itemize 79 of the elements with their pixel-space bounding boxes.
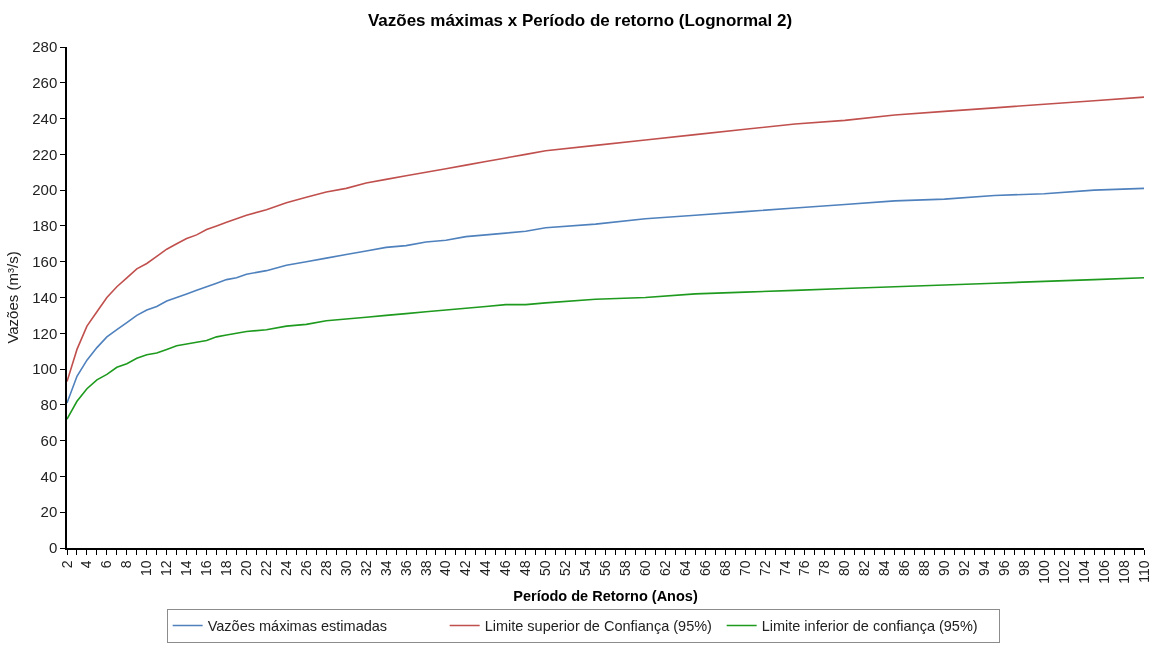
x-tick-label: 38 [417,560,434,576]
x-tick-label: 18 [218,560,235,576]
y-tick-label: 60 [40,431,58,449]
y-tick-label: 80 [40,396,58,414]
x-tick-label: 80 [836,560,853,576]
y-tick-label: 260 [32,74,58,92]
y-tick-label: 0 [48,539,58,557]
x-tick-label: 30 [337,560,354,576]
y-tick-label: 220 [32,145,58,163]
x-tick-label: 6 [98,560,115,569]
x-tick-label: 10 [138,560,155,576]
x-tick-label: 60 [636,560,653,576]
x-tick-label: 12 [158,560,175,576]
x-tick-label: 52 [557,560,574,576]
x-tick-label: 20 [238,560,255,576]
line-series [67,277,1144,420]
x-tick-label: 36 [397,560,414,576]
y-tick-label: 100 [32,360,58,378]
x-tick-label: 90 [936,560,953,576]
x-tick-label: 84 [876,560,893,576]
x-tick-label: 62 [656,560,673,576]
x-tick-label: 42 [457,560,474,576]
line-series [67,96,1144,383]
x-tick-label: 26 [297,560,314,576]
x-tick-label: 8 [118,560,135,569]
x-tick-label: 22 [257,560,274,576]
x-tick-label: 76 [796,560,813,576]
x-tick-label: 48 [517,560,534,576]
x-tick-label: 72 [756,560,773,576]
y-tick-label: 120 [32,324,58,342]
x-tick-label: 54 [577,560,594,576]
x-tick-label: 32 [357,560,374,576]
x-tick-label: 58 [616,560,633,576]
x-tick-label: 102 [1055,560,1072,584]
x-tick-label: 110 [1135,560,1152,583]
x-tick-label: 70 [736,560,753,576]
x-tick-label: 104 [1075,560,1092,584]
x-tick-label: 46 [497,560,514,576]
chart-title: Vazões máximas x Período de retorno (Lognormal 2) [367,10,793,30]
y-tick-label: 180 [32,217,58,235]
x-tick-label: 92 [956,560,973,576]
legend-label: Vazões máximas estimadas [207,618,388,635]
x-tick-label: 24 [277,560,294,576]
x-tick-label: 28 [317,560,334,576]
x-tick-label: 40 [437,560,454,576]
x-tick-label: 64 [676,560,693,576]
x-tick-label: 66 [696,560,713,576]
line-series [67,187,1144,404]
y-tick-label: 160 [32,252,58,270]
x-tick-label: 96 [995,560,1012,576]
x-tick-label: 44 [477,560,494,576]
y-tick-label: 280 [32,38,58,56]
x-tick-label: 108 [1115,560,1132,584]
x-tick-label: 68 [716,560,733,576]
x-axis-title: Período de Retorno (Anos) [513,587,698,604]
legend-label: Limite superior de Confiança (95%) [484,618,712,635]
x-tick-label: 82 [856,560,873,576]
y-tick-label: 240 [32,109,58,127]
x-tick-label: 4 [78,560,95,569]
x-tick-label: 78 [816,560,833,576]
x-tick-label: 86 [896,560,913,576]
y-tick-label: 20 [40,503,58,521]
x-tick-label: 50 [537,560,554,576]
x-tick-label: 34 [377,560,394,576]
y-tick-label: 140 [32,288,58,306]
x-tick-label: 88 [916,560,933,576]
x-tick-label: 100 [1035,560,1052,584]
x-tick-label: 74 [776,560,793,576]
x-tick-label: 14 [178,560,195,576]
x-tick-label: 94 [975,560,992,576]
y-axis-title: Vazões (m³/s) [3,251,21,344]
x-tick-label: 2 [58,560,75,569]
y-tick-label: 40 [40,467,58,485]
legend-label: Limite inferior de confiança (95%) [761,618,978,635]
x-tick-label: 16 [198,560,215,576]
x-tick-label: 98 [1015,560,1032,576]
x-tick-label: 56 [597,560,614,576]
x-tick-label: 106 [1095,560,1112,584]
y-tick-label: 200 [32,181,58,199]
